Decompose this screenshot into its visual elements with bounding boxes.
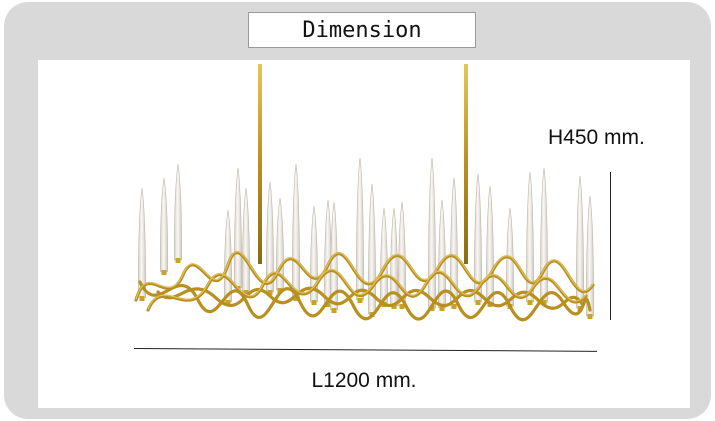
spike-holder: [139, 296, 145, 301]
spike-holder: [451, 304, 457, 309]
glass-spike: [174, 163, 182, 261]
spike-holder: [243, 290, 249, 295]
glass-spike: [160, 177, 168, 273]
spike-holder: [331, 308, 337, 313]
glass-spike: [438, 199, 446, 309]
suspension-rod-right: [464, 64, 468, 264]
spike-holder: [527, 300, 533, 305]
glass-spike: [292, 163, 300, 299]
spike-holder: [175, 258, 181, 263]
spike-holder: [439, 306, 445, 311]
dimension-card: Dimension: [4, 2, 711, 419]
spike-holder: [311, 300, 317, 305]
spike-holder: [475, 300, 481, 305]
spike-holder: [399, 304, 405, 309]
glass-spike: [242, 187, 250, 293]
glass-spike: [428, 157, 436, 309]
glass-spike: [234, 167, 242, 289]
brass-arms: [134, 251, 595, 322]
spike-holder: [267, 290, 273, 295]
height-dimension-label: H450 mm.: [548, 126, 645, 149]
glass-spike: [380, 207, 388, 305]
chandelier-image: [134, 64, 595, 322]
height-dimension-line: [610, 172, 611, 320]
spike-holder: [277, 288, 283, 293]
glass-spike: [474, 173, 482, 303]
spike-holder: [587, 314, 593, 319]
spike-holder: [357, 298, 363, 303]
spike-holder: [325, 302, 331, 307]
glass-spike: [266, 181, 274, 293]
spike-holder: [391, 304, 397, 309]
dimension-title: Dimension: [248, 12, 476, 48]
glass-spikes: [138, 157, 594, 319]
spike-holder: [225, 300, 231, 305]
spike-holder: [541, 300, 547, 305]
glass-spike: [138, 187, 146, 299]
glass-spike: [576, 175, 584, 309]
spike-holder: [293, 296, 299, 301]
length-dimension-label: L1200 mm.: [311, 369, 417, 392]
suspension-rod-left: [258, 64, 262, 264]
glass-spike: [540, 167, 548, 303]
product-panel: H450 mm. L1200 mm.: [38, 60, 690, 408]
brass-arms-highlight: [135, 251, 594, 310]
glass-spike: [486, 185, 494, 305]
spike-holder: [161, 270, 167, 275]
glass-spike: [356, 157, 364, 301]
glass-spike: [526, 171, 534, 303]
